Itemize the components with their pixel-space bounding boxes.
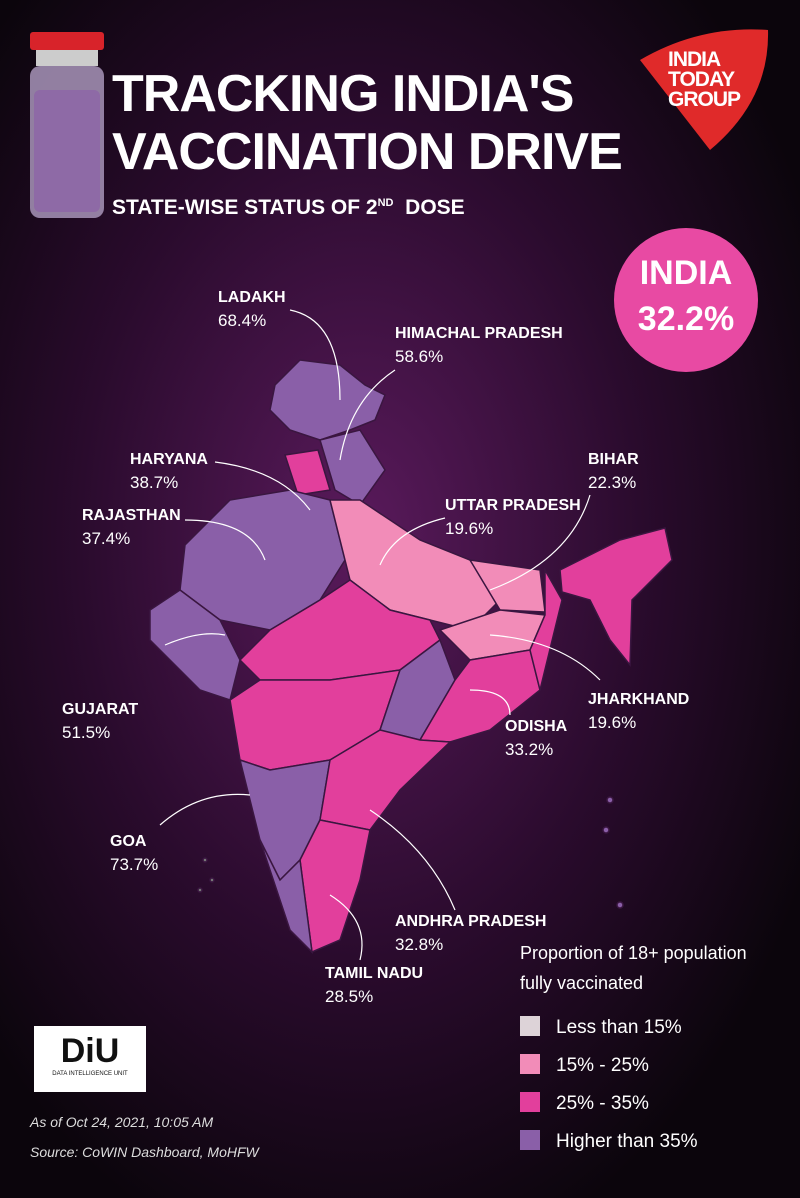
source-note: Source: CoWIN Dashboard, MoHFW [30, 1144, 259, 1160]
legend-item: Less than 15% [520, 1016, 682, 1039]
legend-swatch [520, 1016, 540, 1036]
diu-caption: DATA INTELLIGENCE UNIT [52, 1071, 128, 1077]
date-note: As of Oct 24, 2021, 10:05 AM [30, 1114, 214, 1130]
subtitle: STATE-WISE STATUS OF 2ND DOSE [112, 196, 465, 220]
legend-title-line: fully vaccinated [520, 973, 644, 993]
legend-item: 15% - 25% [520, 1054, 649, 1077]
legend-label: 15% - 25% [556, 1055, 649, 1076]
vial [30, 32, 104, 218]
state-label: BIHAR 22.3% [588, 448, 639, 494]
legend-label: Higher than 35% [556, 1131, 698, 1152]
state-value: 73.7% [110, 855, 159, 874]
legend-label: 25% - 35% [556, 1093, 649, 1114]
state-name: HIMACHAL PRADESH [395, 325, 563, 342]
state-value: 51.5% [62, 723, 111, 742]
diu-text: DiU [60, 1032, 120, 1070]
state-name: BIHAR [588, 451, 639, 468]
state-name: GUJARAT [62, 701, 139, 718]
diu-logo: DiU DATA INTELLIGENCE UNIT [34, 1026, 146, 1092]
legend-item: 25% - 35% [520, 1092, 649, 1115]
state-value: 68.4% [218, 311, 267, 330]
state-label: RAJASTHAN 37.4% [82, 504, 181, 550]
state-name: JHARKHAND [588, 691, 690, 708]
state-name: UTTAR PRADESH [445, 497, 581, 514]
state-name: GOA [110, 833, 147, 850]
state-name: ODISHA [505, 718, 568, 735]
subtitle-sup: ND [377, 197, 394, 209]
legend-swatch [520, 1054, 540, 1074]
subtitle-text: STATE-WISE STATUS OF 2 [112, 196, 378, 219]
state-value: 38.7% [130, 473, 179, 492]
logo-line: TODAY [668, 68, 735, 91]
state-name: RAJASTHAN [82, 507, 181, 524]
state-label: HIMACHAL PRADESH 58.6% [395, 322, 563, 368]
state-value: 58.6% [395, 347, 444, 366]
legend-swatch [520, 1130, 540, 1150]
state-value: 19.6% [445, 519, 494, 538]
state-value: 19.6% [588, 713, 637, 732]
india-total: INDIA 32.2% [614, 250, 758, 342]
india-map [149, 359, 673, 955]
india-value: 32.2% [637, 300, 735, 338]
leader-lines [159, 309, 601, 961]
state-value: 22.3% [588, 473, 637, 492]
state-label: JHARKHAND 19.6% [588, 688, 689, 734]
state-value: 28.5% [325, 987, 374, 1006]
legend-swatch [520, 1092, 540, 1112]
state-name: LADAKH [218, 289, 286, 306]
state-label: HARYANA 38.7% [130, 448, 208, 494]
state-label: ANDHRA PRADESH 32.8% [395, 910, 546, 956]
title: VACCINATION DRIVE [112, 123, 623, 181]
state-name: TAMIL NADU [325, 965, 424, 982]
legend-label: Less than 15% [556, 1017, 682, 1038]
brand-logo: INDIA TODAY GROUP [668, 48, 741, 111]
legend-title: Proportion of 18+ population fully vaccin… [520, 938, 747, 998]
state-name: HARYANA [130, 451, 208, 468]
state-label: GOA 73.7% [110, 830, 158, 876]
title: TRACKING INDIA'S [112, 65, 574, 123]
india-badge [614, 228, 758, 372]
logo-shape [640, 29, 769, 150]
state-value: 33.2% [505, 740, 554, 759]
state-label: ODISHA 33.2% [505, 715, 567, 761]
state-label: UTTAR PRADESH 19.6% [445, 494, 581, 540]
state-value: 37.4% [82, 529, 131, 548]
legend-title-line: Proportion of 18+ population [520, 943, 747, 963]
state-label: TAMIL NADU 28.5% [325, 962, 423, 1008]
state-value: 32.8% [395, 935, 444, 954]
state-name: ANDHRA PRADESH [395, 913, 547, 930]
india-label: INDIA [639, 254, 733, 292]
logo-line: GROUP [668, 88, 741, 111]
state-label: GUJARAT 51.5% [62, 698, 138, 744]
state-label: LADAKH 68.4% [218, 286, 286, 332]
subtitle-text: DOSE [405, 196, 465, 219]
logo-line: INDIA [668, 48, 721, 71]
legend-item: Higher than 35% [520, 1130, 698, 1153]
